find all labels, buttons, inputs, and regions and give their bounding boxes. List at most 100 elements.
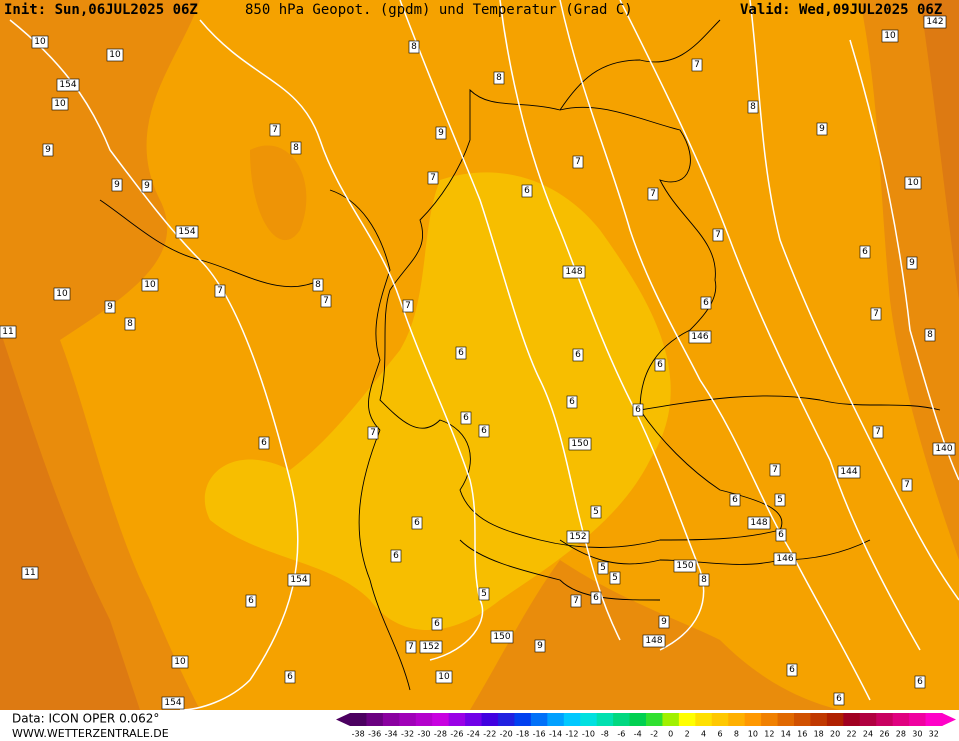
- contour-label-box: [904, 176, 922, 190]
- colorbar-swatch: [892, 713, 910, 726]
- contour-label: 6: [481, 426, 487, 436]
- colorbar-label: 2: [685, 730, 690, 739]
- contour-label-box: [106, 48, 124, 62]
- contour-label-box: [51, 97, 69, 111]
- colorbar-label: -10: [582, 730, 595, 739]
- contour-label-box: [786, 663, 798, 677]
- contour-label: 5: [612, 573, 618, 583]
- map-title: 850 hPa Geopot. (gpdm) und Temperatur (G…: [245, 2, 633, 18]
- contour-label-box: [21, 566, 39, 580]
- colorbar-label: -6: [617, 730, 625, 739]
- contour-label-box: [493, 71, 505, 85]
- contour-label-box: [284, 670, 296, 684]
- contour-label-box: [747, 516, 771, 530]
- colorbar-label: -14: [549, 730, 562, 739]
- contour-label: 10: [438, 672, 450, 682]
- contour-label: 6: [778, 530, 784, 540]
- contour-label: 9: [819, 124, 825, 134]
- contour-label: 7: [217, 286, 223, 296]
- contour-label: 7: [573, 596, 579, 606]
- colorbar-swatch: [925, 713, 943, 726]
- contour-label-box: [566, 395, 578, 409]
- colorbar-swatch: [810, 713, 828, 726]
- contour-label: 6: [434, 619, 440, 629]
- colorbar-label: -16: [533, 730, 546, 739]
- contour-label: 6: [414, 518, 420, 528]
- colorbar-label: -36: [368, 730, 381, 739]
- colorbar-swatch: [711, 713, 729, 726]
- colorbar-swatch: [876, 713, 894, 726]
- contour-label: 8: [927, 330, 933, 340]
- colorbar-swatch: [695, 713, 713, 726]
- contour-label: 146: [776, 554, 793, 564]
- contour-label-box: [774, 493, 786, 507]
- contour-label-box: [402, 299, 414, 313]
- contour-label-box: [712, 228, 724, 242]
- colorbar-label: 24: [863, 730, 873, 739]
- contour-label: 7: [873, 309, 879, 319]
- contour-label-box: [870, 307, 882, 321]
- contour-label: 9: [144, 181, 150, 191]
- colorbar-swatch: [465, 713, 483, 726]
- contour-label: 8: [750, 102, 756, 112]
- contour-label: 10: [34, 37, 46, 47]
- contour-label: 6: [732, 495, 738, 505]
- contour-label-box: [597, 561, 609, 575]
- contour-label-box: [647, 187, 659, 201]
- contour-label: 140: [935, 444, 952, 454]
- contour-label-box: [775, 528, 787, 542]
- temperature-field: [0, 0, 959, 710]
- colorbar-swatch: [826, 713, 844, 726]
- contour-label: 6: [789, 665, 795, 675]
- colorbar-swatch: [728, 713, 746, 726]
- colorbar-arrow-right: [942, 713, 956, 726]
- colorbar-label: -24: [467, 730, 480, 739]
- colorbar-label: 18: [814, 730, 824, 739]
- colorbar-label: 28: [896, 730, 906, 739]
- colorbar-label: -20: [500, 730, 513, 739]
- contour-label: 9: [909, 258, 915, 268]
- contour-label-box: [269, 123, 281, 137]
- contour-label-box: [747, 100, 759, 114]
- contour-label-box: [729, 493, 741, 507]
- colorbar-swatch: [350, 713, 367, 726]
- colorbar-swatch: [596, 713, 614, 726]
- contour-label-box: [245, 594, 257, 608]
- contour-label-box: [287, 573, 311, 587]
- contour-label-box: [214, 284, 226, 298]
- contour-label-box: [411, 516, 423, 530]
- colorbar-swatch: [481, 713, 499, 726]
- colorbar-swatch: [859, 713, 877, 726]
- contour-label-box: [460, 411, 472, 425]
- colorbar-swatch: [498, 713, 515, 726]
- contour-label: 9: [114, 180, 120, 190]
- contour-label: 152: [569, 532, 586, 542]
- colorbar-swatch: [563, 713, 581, 726]
- contour-label: 154: [178, 227, 195, 237]
- contour-label-box: [427, 171, 439, 185]
- contour-label-box: [455, 346, 467, 360]
- contour-label-box: [435, 126, 447, 140]
- contour-label-box: [104, 300, 116, 314]
- contour-label: 154: [164, 698, 181, 708]
- colorbar-swatch: [432, 713, 450, 726]
- contour-label: 7: [875, 427, 881, 437]
- contour-label: 8: [701, 575, 707, 585]
- contour-label-box: [312, 278, 324, 292]
- contour-label-box: [568, 437, 592, 451]
- contour-label: 7: [772, 465, 778, 475]
- contour-label-box: [572, 348, 584, 362]
- contour-label-box: [0, 325, 17, 339]
- contour-label: 6: [703, 298, 709, 308]
- colorbar-arrow-left: [336, 713, 350, 726]
- colorbar-label: 6: [717, 730, 722, 739]
- colorbar-label: 16: [797, 730, 807, 739]
- colorbar-swatch: [382, 713, 400, 726]
- colorbar-swatch: [415, 713, 433, 726]
- contour-label-box: [837, 465, 861, 479]
- contour-label-box: [906, 256, 918, 270]
- contour-label-box: [258, 436, 270, 450]
- contour-label-box: [478, 424, 490, 438]
- contour-label-box: [901, 478, 913, 492]
